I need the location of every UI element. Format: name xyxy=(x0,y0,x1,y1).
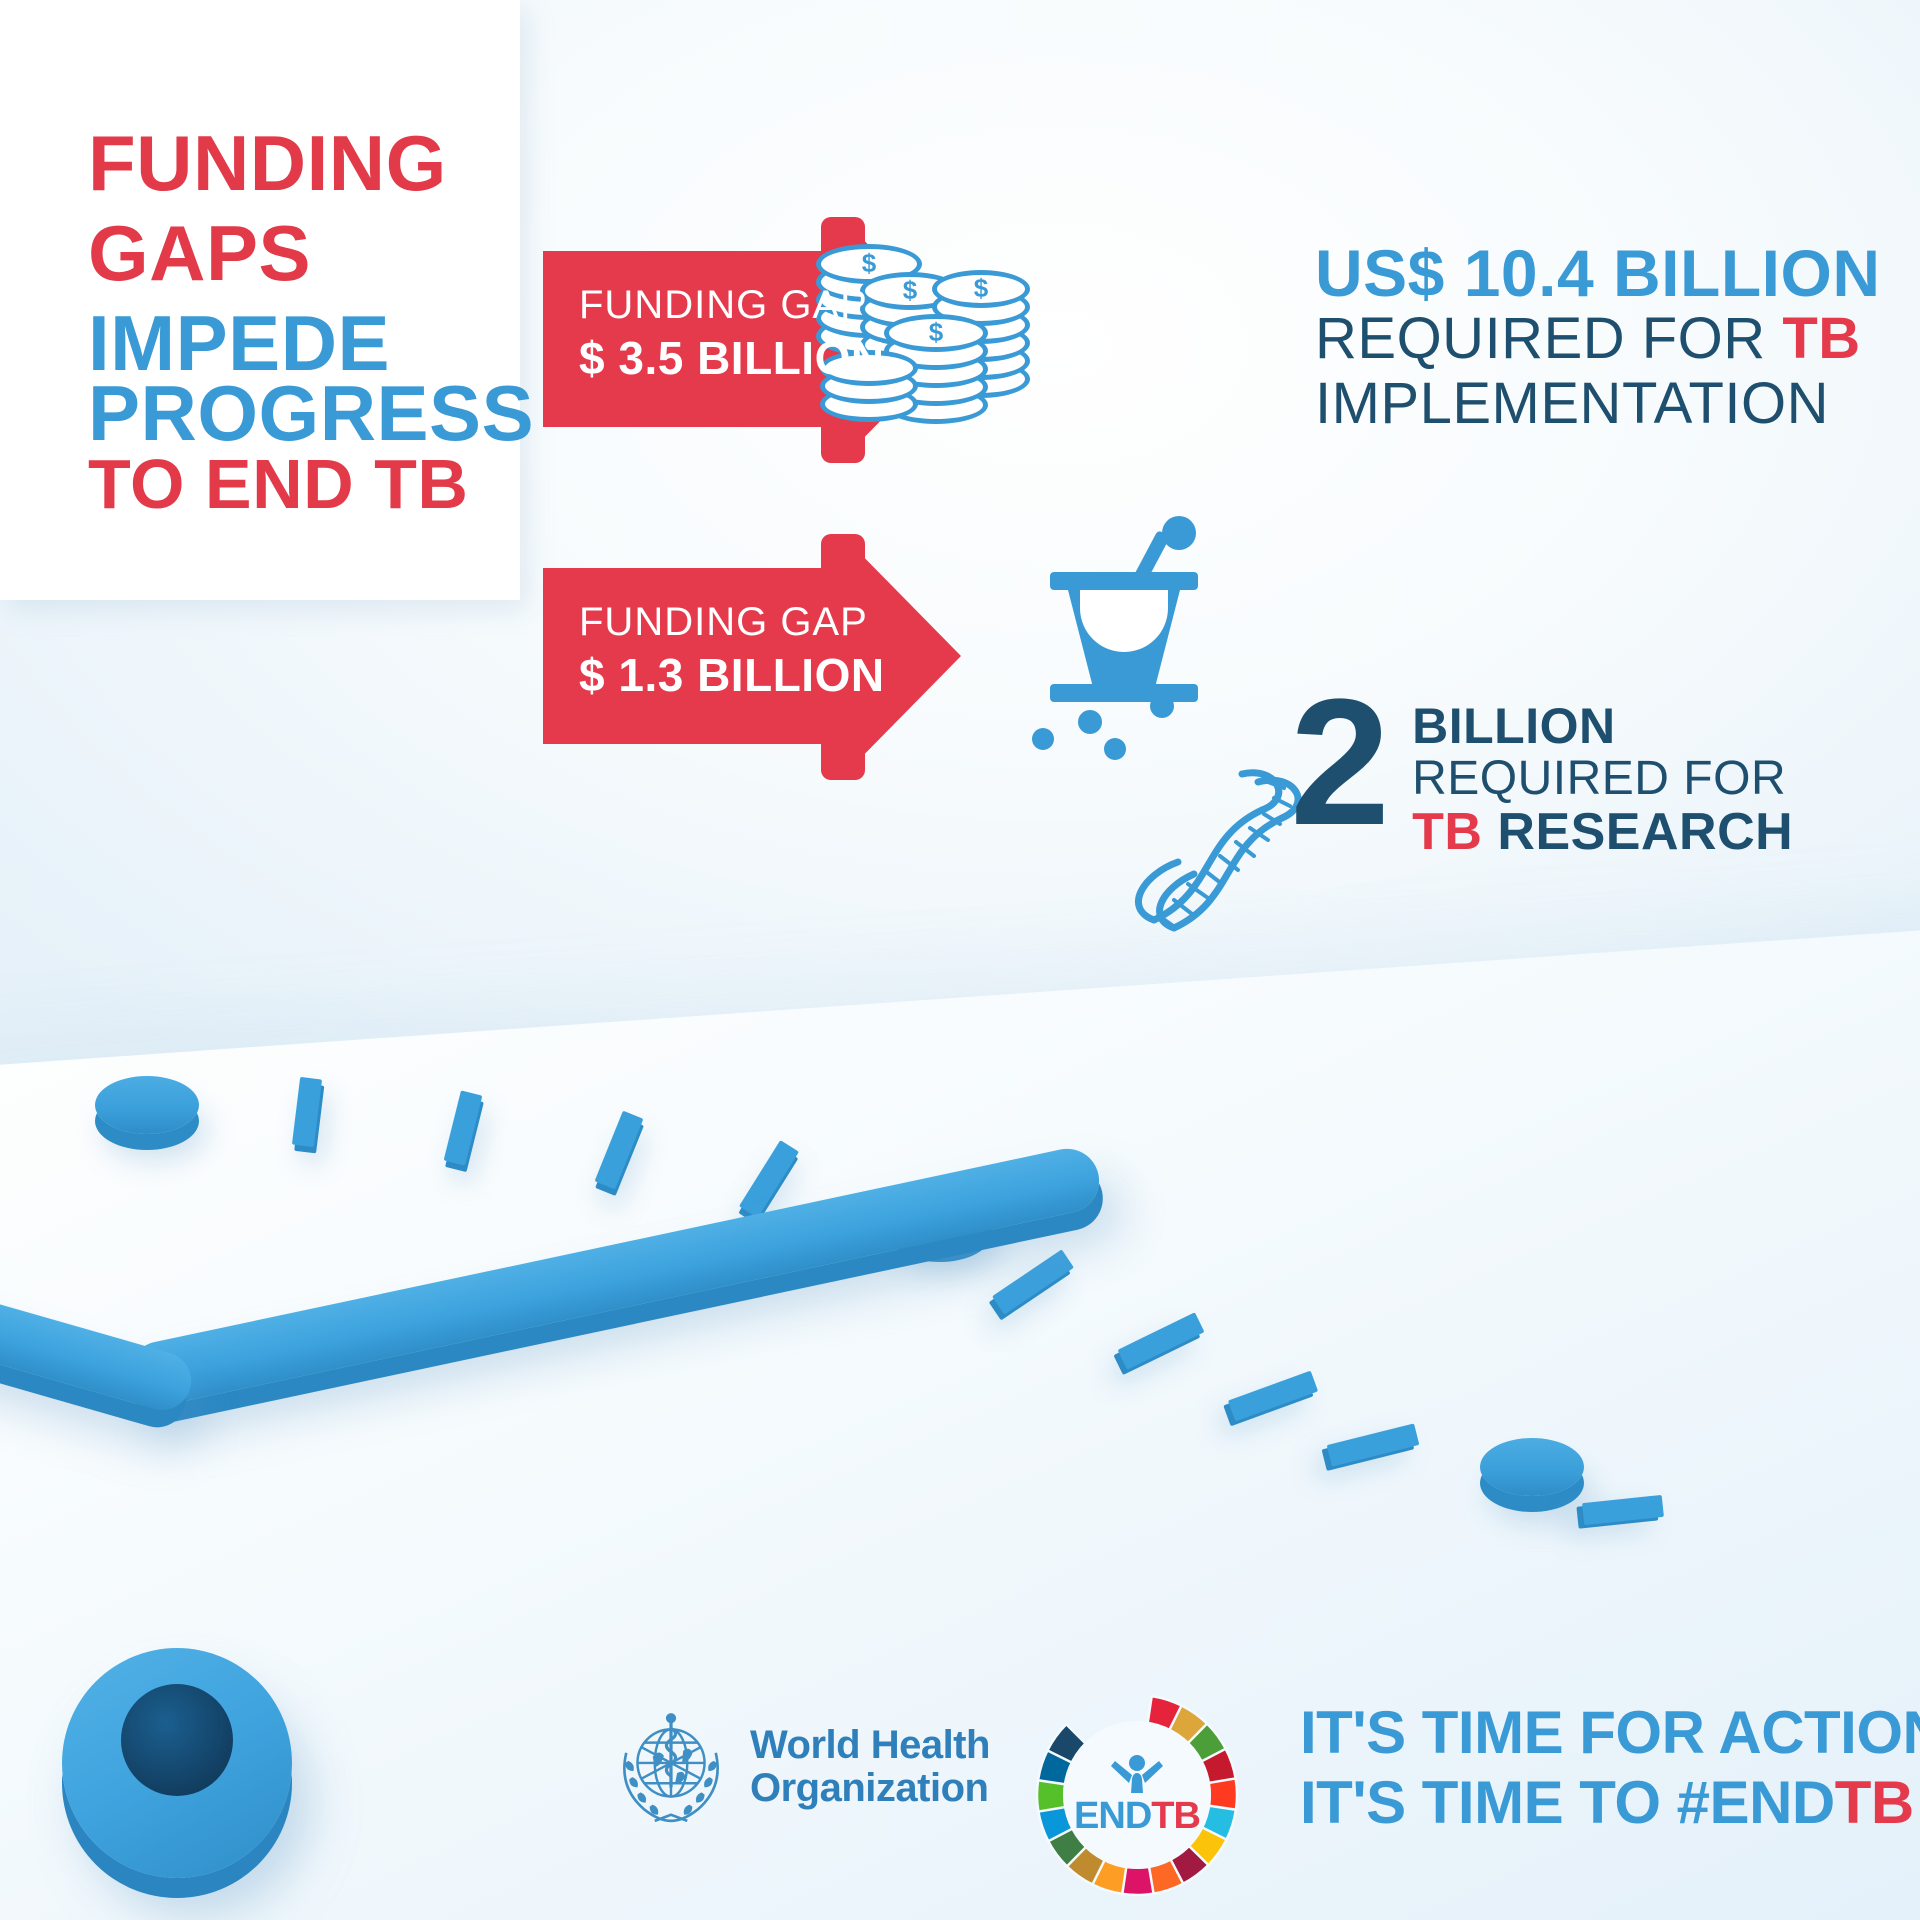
tagline-line-2: IT'S TIME TO #ENDTB xyxy=(1300,1768,1920,1838)
research-line-2: REQUIRED FOR xyxy=(1412,752,1787,805)
clock-center-hole xyxy=(121,1684,233,1796)
funding-gap-value: $ 3.5 BILLION xyxy=(579,332,885,384)
who-emblem-icon xyxy=(623,1713,719,1823)
coin-stack-icon: $ $ $ xyxy=(812,232,1032,424)
dollar-sign-icon: $ xyxy=(973,272,989,303)
arrow-body: FUNDING GAP $ 3.5 BILLION xyxy=(543,217,961,463)
tb-highlight: TB xyxy=(1412,802,1483,861)
arrow-text-group: FUNDING GAP $ 1.3 BILLION xyxy=(579,600,885,701)
tagline-prefix: IT'S TIME TO #END xyxy=(1300,1768,1835,1836)
powder-dot xyxy=(1078,710,1102,734)
coin-top xyxy=(820,350,918,386)
research-funding-gap-arrow: FUNDING GAP $ 1.3 BILLION xyxy=(543,534,961,780)
title-line-5: TO END TB xyxy=(88,445,469,523)
coin-top: $ xyxy=(932,270,1030,308)
tagline-line-1: IT'S TIME FOR ACTION xyxy=(1300,1699,1920,1766)
tagline-tb-highlight: TB xyxy=(1834,1768,1914,1836)
implementation-headline: US$ 10.4 BILLION xyxy=(1315,236,1881,310)
title-card: FUNDING GAPS IMPEDE PROGRESS TO END TB xyxy=(0,0,534,600)
who-logo-group: World Health Organization xyxy=(610,1706,990,1828)
implementation-funding-gap-arrow: FUNDING GAP $ 3.5 BILLION xyxy=(543,217,961,463)
implementation-subline-2: IMPLEMENTATION xyxy=(1315,371,1829,437)
title-line-3: IMPEDE xyxy=(88,299,391,387)
mortar-base xyxy=(1050,684,1198,702)
dollar-sign-icon: $ xyxy=(928,316,944,347)
mortar-rim xyxy=(1050,572,1198,590)
mortar-and-pestle-icon xyxy=(1032,516,1240,760)
pestle-knob xyxy=(1162,516,1196,550)
endtb-end: END xyxy=(1074,1794,1152,1837)
title-line-1: FUNDING xyxy=(88,119,447,207)
arrow-text-group: FUNDING GAP $ 3.5 BILLION xyxy=(579,283,885,384)
research-lines: BILLION REQUIRED FOR TB RESEARCH xyxy=(1412,700,1793,860)
research-line-3: TB RESEARCH xyxy=(1412,802,1794,861)
clock-center-hub xyxy=(62,1648,292,1878)
research-label: RESEARCH xyxy=(1482,802,1794,861)
endtb-wordmark: ENDTB xyxy=(1074,1794,1201,1838)
endtb-tb: TB xyxy=(1151,1794,1201,1837)
powder-dot xyxy=(1104,738,1126,760)
coin-top: $ xyxy=(884,314,988,352)
arrow-body: FUNDING GAP $ 1.3 BILLION xyxy=(543,534,961,780)
dollar-sign-icon: $ xyxy=(861,247,877,278)
required-for-label: REQUIRED FOR xyxy=(1315,306,1783,372)
who-wordmark: World Health Organization xyxy=(750,1722,990,1810)
implementation-text-block: US$ 10.4 BILLION REQUIRED FOR TB IMPLEME… xyxy=(1315,236,1881,437)
clock-tick-dot-11 xyxy=(1480,1438,1584,1496)
dna-helix-icon xyxy=(1135,769,1302,932)
person-arms-raised-icon xyxy=(1111,1754,1163,1793)
powder-dot xyxy=(1032,728,1054,750)
implementation-subline-1: REQUIRED FOR TB xyxy=(1315,306,1881,372)
tb-highlight: TB xyxy=(1782,306,1861,372)
title-line-4: PROGRESS xyxy=(88,369,535,457)
who-line-1: World Health xyxy=(750,1722,990,1767)
clock-tick-dot-1 xyxy=(95,1076,199,1134)
funding-gap-label: FUNDING GAP xyxy=(579,600,868,644)
powder-dot xyxy=(1150,694,1174,718)
who-line-2: Organization xyxy=(750,1766,989,1810)
mortar-bowl xyxy=(1068,590,1180,686)
funding-gap-value: $ 1.3 BILLION xyxy=(579,649,885,701)
sdg-inner-disc: ENDTB xyxy=(1063,1721,1211,1869)
title-line-2: GAPS xyxy=(88,209,312,297)
research-text-block: 2 BILLION REQUIRED FOR TB RESEARCH xyxy=(1290,662,1793,863)
call-to-action-tagline: IT'S TIME FOR ACTION IT'S TIME TO #ENDTB xyxy=(1300,1698,1920,1837)
funding-gap-label: FUNDING GAP xyxy=(579,283,868,327)
research-line-1: BILLION xyxy=(1412,698,1616,754)
arrow-head xyxy=(843,536,961,776)
sdg-wheel-icon: ENDTB xyxy=(1032,1690,1242,1900)
dollar-sign-icon: $ xyxy=(902,274,918,305)
research-amount: 2 xyxy=(1290,662,1390,863)
